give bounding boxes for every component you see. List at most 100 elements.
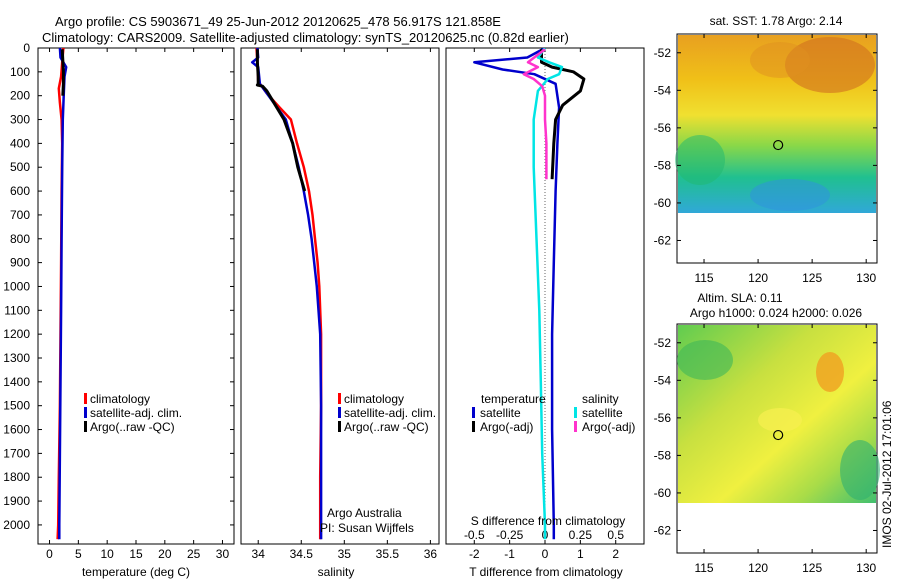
- salinity-annotation-line1: Argo Australia: [327, 506, 402, 520]
- depth-tick-label: 800: [10, 232, 30, 246]
- depth-tick-label: 1400: [3, 375, 30, 389]
- difference-xlabel: T difference from climatology: [469, 565, 623, 579]
- sst-argo-marker: [773, 139, 784, 151]
- legend-swatch-t-argo: [472, 421, 475, 432]
- map-y-tick-label: -62: [654, 523, 672, 537]
- x-tick-label: 10: [100, 547, 114, 561]
- legend-swatch-climatology: [84, 393, 87, 404]
- legend-label-t-satellite: satellite: [480, 406, 521, 420]
- map-y-tick-label: -52: [654, 46, 672, 60]
- sst-cold-patch-2: [675, 135, 725, 185]
- difference-x2label: S difference from climatology: [471, 514, 626, 528]
- depth-tick-label: 2000: [3, 518, 30, 532]
- header-line-2: Climatology: CARS2009. Satellite-adjuste…: [42, 30, 569, 45]
- depth-tick-label: 100: [10, 65, 30, 79]
- sla-map-title-line1: Altim. SLA: 0.11: [697, 291, 782, 305]
- x-tick-label: 1: [577, 547, 584, 561]
- x2-tick-label: -0.25: [496, 528, 524, 542]
- legend-label-argo: Argo(..raw -QC): [344, 420, 429, 434]
- x2-tick-label: 0.25: [569, 528, 593, 542]
- depth-tick-label: 1200: [3, 327, 30, 341]
- sla-map-axes: 115 120 125 130 -52 -54 -56 -58 -60 -62: [654, 324, 877, 575]
- legend-title-salinity: salinity: [582, 392, 619, 406]
- legend-swatch-t-satellite: [472, 407, 475, 418]
- sla-low-patch-2: [677, 340, 733, 380]
- legend-swatch-satellite-adj: [338, 407, 341, 418]
- series-line-2: [60, 49, 65, 96]
- sst-warm-patch: [785, 37, 875, 93]
- header-line-1: Argo profile: CS 5903671_49 25-Jun-2012 …: [55, 14, 501, 29]
- map-y-tick-label: -58: [654, 448, 672, 462]
- sla-low-patch: [840, 440, 880, 500]
- difference-panel: -2 -1 0 1 2 -0.5 -0.25 0 0.25 0.5 S difference f…: [445, 47, 645, 579]
- sla-high-patch: [816, 352, 844, 392]
- depth-tick-label: 1800: [3, 470, 30, 484]
- depth-tick-label: 200: [10, 89, 30, 103]
- map-y-tick-label: -52: [654, 336, 672, 350]
- depth-tick-label: 1300: [3, 351, 30, 365]
- depth-tick-label: 1100: [4, 303, 30, 317]
- legend-label-s-satellite: satellite: [582, 406, 623, 420]
- difference-legend: temperature salinity satellite Argo(-adj…: [472, 392, 635, 434]
- salinity-series: [250, 48, 323, 540]
- map-y-tick-label: -58: [654, 158, 672, 172]
- series-line-1: [58, 48, 68, 540]
- footer-stamp: IMOS 02-Jul-2012 17:01:06: [880, 400, 894, 548]
- x-tick-label: 0: [542, 547, 549, 561]
- x-tick-label: 35: [338, 547, 352, 561]
- legend-label-satellite-adj: satellite-adj. clim.: [90, 406, 182, 420]
- legend-swatch-climatology: [338, 393, 341, 404]
- x-tick-label: 35.5: [376, 547, 400, 561]
- legend-label-t-argo: Argo(-adj): [480, 420, 533, 434]
- map-y-tick-label: -62: [654, 233, 672, 247]
- map-x-tick-label: 130: [856, 561, 876, 575]
- sla-argo-marker: [773, 429, 784, 441]
- legend-swatch-argo: [338, 421, 341, 432]
- depth-tick-label: 500: [10, 160, 30, 174]
- legend-swatch-s-satellite: [574, 407, 577, 418]
- sla-map-panel: Altim. SLA: 0.11 Argo h1000: 0.024 h2000…: [654, 291, 880, 575]
- map-x-tick-label: 125: [802, 561, 822, 575]
- x-tick-label: -2: [469, 547, 480, 561]
- x2-tick-label: 0.5: [607, 528, 624, 542]
- sst-cold-patch: [750, 179, 830, 211]
- legend-label-satellite-adj: satellite-adj. clim.: [344, 406, 436, 420]
- x-tick-label: 25: [187, 547, 201, 561]
- salinity-panel: 34 34.5 35 35.5 36 salinity climatology sate…: [240, 47, 440, 579]
- x2-tick-label: -0.5: [464, 528, 485, 542]
- x-tick-label: -1: [504, 547, 515, 561]
- sla-high-patch-2: [758, 408, 802, 432]
- map-y-tick-label: -56: [654, 411, 672, 425]
- depth-tick-label: 1000: [3, 279, 30, 293]
- sst-map-panel: sat. SST: 1.78 Argo: 2.14 115 120 125 130 -5…: [654, 14, 878, 285]
- x-tick-label: 20: [158, 547, 172, 561]
- x-tick-label: 0: [46, 547, 53, 561]
- map-x-tick-label: 120: [748, 561, 768, 575]
- depth-tick-label: 0: [23, 41, 30, 55]
- legend-swatch-satellite-adj: [84, 407, 87, 418]
- x-tick-label: 5: [75, 547, 82, 561]
- depth-tick-label: 1700: [3, 446, 30, 460]
- series-line-0: [473, 48, 561, 540]
- map-x-tick-label: 120: [748, 271, 768, 285]
- sst-map-axes: 115 120 125 130 -52 -54 -56 -58 -60 -62: [654, 34, 877, 285]
- map-x-tick-label: 130: [856, 271, 876, 285]
- series-line-1: [540, 49, 586, 180]
- depth-tick-label: 300: [10, 113, 30, 127]
- legend-label-s-argo: Argo(-adj): [582, 420, 635, 434]
- salinity-xlabel: salinity: [318, 565, 355, 579]
- series-line-1: [522, 48, 548, 180]
- depth-tick-label: 1900: [3, 494, 30, 508]
- salinity-annotation-line2: PI: Susan Wijffels: [320, 521, 414, 535]
- x-tick-label: 30: [216, 547, 230, 561]
- x-tick-label: 34.5: [290, 547, 314, 561]
- x-tick-label: 34: [252, 547, 266, 561]
- sla-map-title-line2: Argo h1000: 0.024 h2000: 0.026: [690, 306, 862, 320]
- temperature-axes-box: [37, 47, 235, 545]
- salinity-x-axis: 34 34.5 35 35.5 36: [252, 48, 437, 561]
- map-y-tick-label: -60: [654, 486, 672, 500]
- temperature-x-axis: 0 5 10 15 20 25 30: [46, 48, 229, 561]
- map-x-tick-label: 115: [694, 561, 713, 575]
- map-x-tick-label: 115: [694, 271, 713, 285]
- depth-tick-label: 1600: [3, 423, 30, 437]
